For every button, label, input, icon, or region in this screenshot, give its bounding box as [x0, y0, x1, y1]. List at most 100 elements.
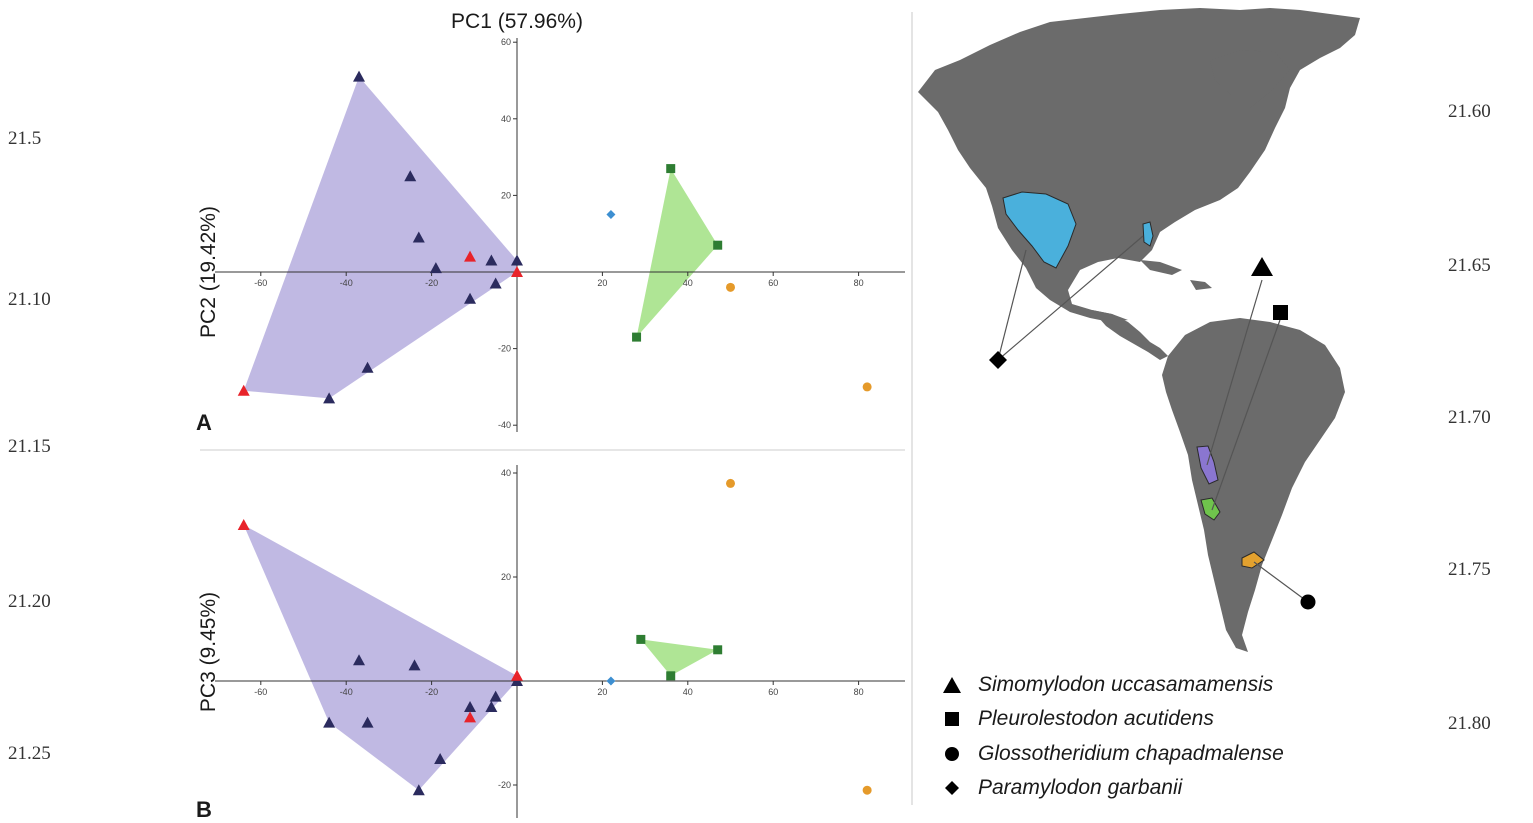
data-point-triangle: [489, 690, 502, 702]
line-number: 21.60: [1448, 101, 1491, 122]
data-point-triangle: [412, 231, 425, 243]
data-point-triangle: [323, 716, 336, 728]
line-number: 21.15: [8, 436, 51, 457]
americas-map: [918, 8, 1360, 652]
data-point-square: [713, 240, 723, 250]
caribbean-islands: [1190, 280, 1212, 290]
circle-icon: [940, 742, 964, 766]
data-point-diamond: [606, 676, 616, 686]
data-point-triangle: [237, 519, 250, 530]
convex-hulls: [243, 525, 718, 791]
x-tick-label: 60: [768, 687, 778, 697]
panel-a-title: PC1 (57.96%): [451, 10, 583, 33]
leader-line: [1206, 279, 1263, 466]
legend-label: Glossotheridium chapadmalense: [978, 742, 1284, 765]
leader-line: [997, 235, 1144, 361]
diamond-icon: [940, 776, 964, 800]
y-tick-label: 20: [501, 190, 511, 200]
x-tick-label: 80: [854, 278, 864, 288]
data-point-triangle: [464, 250, 477, 262]
x-tick-label: 20: [597, 278, 607, 288]
data-point-diamond: [606, 210, 616, 220]
legend-item: Glossotheridium chapadmalense: [940, 739, 1284, 769]
leader-line: [1211, 319, 1281, 511]
line-number: 21.10: [8, 289, 51, 310]
convex-hulls: [243, 76, 718, 399]
data-point-square: [666, 671, 676, 681]
legend-label: Pleurolestodon acutidens: [978, 707, 1214, 730]
pca-panel-b: PC3 (9.45%) B -60 -40 -20 20 40 60 80 40 20 -20: [196, 465, 905, 822]
simomylodon-hull: [243, 525, 517, 791]
data-point-circle: [862, 382, 872, 392]
circle-icon: [1300, 594, 1316, 610]
data-point-triangle: [404, 170, 417, 182]
y-tick-label: 40: [501, 468, 511, 478]
data-point-triangle: [361, 361, 374, 373]
x-tick-label: -20: [425, 687, 438, 697]
diamond-icon: [989, 351, 1007, 369]
data-point-triangle: [408, 659, 421, 671]
panel-a-y-label: PC2 (19.42%): [197, 206, 220, 338]
data-point-triangle: [323, 392, 336, 404]
data-point-triangle: [361, 716, 374, 728]
data-point-triangle: [237, 384, 250, 396]
central-america-landmass: [1092, 310, 1168, 360]
data-point-triangle: [511, 266, 523, 277]
data-point-square: [632, 332, 642, 342]
leader-line: [997, 249, 1027, 361]
square-icon: [940, 707, 964, 731]
data-point-triangle: [511, 669, 523, 681]
data-point-triangle: [489, 277, 502, 289]
caribbean-islands: [1140, 260, 1182, 275]
north-america-landmass: [918, 8, 1360, 322]
line-number: 21.75: [1448, 559, 1491, 580]
pleurolestodon-range: [1200, 497, 1221, 521]
data-point-square: [666, 164, 676, 174]
y-tick-label: 20: [501, 572, 511, 582]
legend-item: Simomylodon uccasamamensis: [940, 670, 1273, 700]
y-tick-label: 60: [501, 37, 511, 47]
x-tick-label: -40: [340, 278, 353, 288]
panel-b-y-label: PC3 (9.45%): [197, 592, 220, 712]
y-tick-label: -20: [498, 344, 511, 354]
y-tick-label: 40: [501, 114, 511, 124]
x-tick-label: 80: [854, 687, 864, 697]
data-point-circle: [726, 282, 735, 292]
x-tick-label: 40: [683, 687, 693, 697]
line-number: 21.25: [8, 743, 51, 764]
line-number: 21.70: [1448, 407, 1491, 428]
legend-item: Pleurolestodon acutidens: [940, 704, 1214, 734]
pleurolestodon-hull: [640, 639, 718, 676]
data-point-triangle: [464, 292, 477, 304]
data-point-triangle: [429, 262, 442, 274]
data-point-triangle: [485, 701, 498, 712]
line-number: 21.65: [1448, 255, 1491, 276]
paramylodon-range-florida: [1142, 221, 1154, 247]
line-number: 21.5: [8, 128, 42, 149]
panel-a-letter: A: [196, 410, 212, 435]
pleurolestodon-hull: [636, 168, 718, 338]
arctic-landmass: [1210, 50, 1290, 108]
triangle-icon: [1251, 257, 1273, 276]
legend-label: Paramylodon garbanii: [978, 776, 1183, 799]
data-point-triangle: [485, 254, 498, 266]
panel-b-letter: B: [196, 797, 212, 822]
y-tick-label: -40: [498, 420, 511, 430]
x-tick-label: -40: [340, 687, 353, 697]
leader-line: [1253, 561, 1309, 603]
data-point-triangle: [434, 753, 447, 764]
data-point-square: [636, 634, 646, 644]
x-tick-label: 40: [683, 278, 693, 288]
x-tick-label: -20: [425, 278, 438, 288]
x-tick-label: 60: [768, 278, 778, 288]
square-icon: [1273, 305, 1288, 320]
glossotheridium-range: [1241, 551, 1265, 569]
data-point-triangle: [511, 254, 523, 266]
x-tick-label: -60: [254, 687, 267, 697]
triangle-icon: [940, 673, 964, 697]
legend-item: Paramylodon garbanii: [940, 773, 1182, 803]
line-number: 21.80: [1448, 713, 1491, 734]
y-tick-label: -20: [498, 780, 511, 790]
data-point-triangle: [353, 70, 366, 82]
